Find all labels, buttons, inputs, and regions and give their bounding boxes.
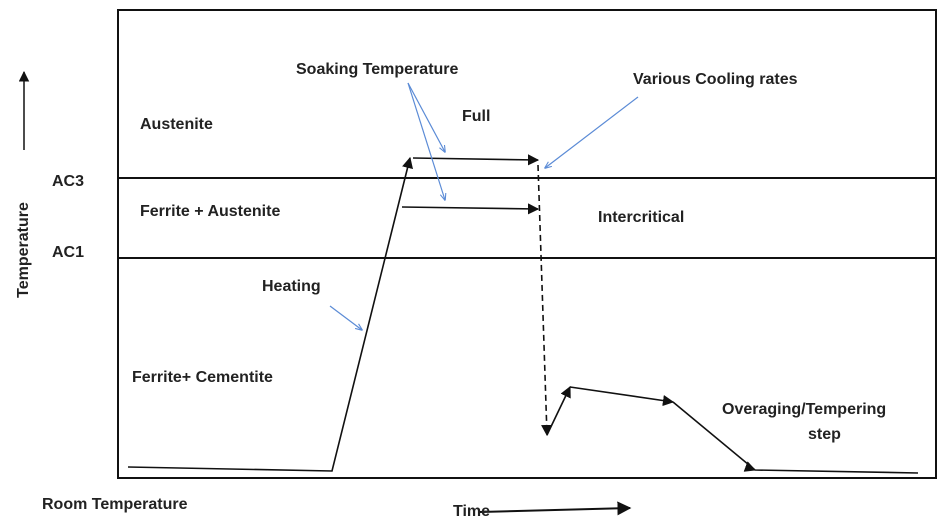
label: Ferrite + Austenite <box>140 203 280 220</box>
process-curve <box>18 70 919 516</box>
label: Austenite <box>140 116 213 133</box>
label: step <box>808 426 841 443</box>
frame <box>117 9 937 479</box>
label: Intercritical <box>598 209 684 226</box>
label: AC1 <box>52 244 84 261</box>
label: Heating <box>262 278 321 295</box>
label: Temperature <box>15 202 32 298</box>
label: AC3 <box>52 173 84 190</box>
label: Ferrite+ Cementite <box>132 369 273 386</box>
label: Full <box>462 108 490 125</box>
annotation-arrows <box>329 82 639 330</box>
label: Overaging/Tempering <box>722 401 886 418</box>
label: Room Temperature <box>42 496 188 513</box>
label: Various Cooling rates <box>633 71 798 88</box>
label: Time <box>453 503 490 520</box>
label: Soaking Temperature <box>296 61 459 78</box>
